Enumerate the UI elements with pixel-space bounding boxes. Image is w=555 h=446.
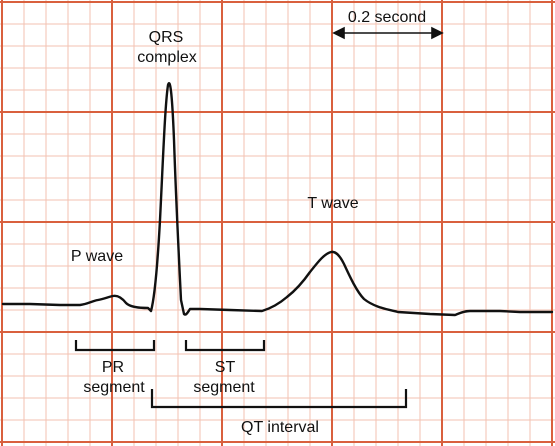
st-label-line2: segment xyxy=(193,379,255,396)
st-label-line1: ST xyxy=(215,359,236,376)
pr-label-line2: segment xyxy=(83,379,145,396)
pr-label-line1: PR xyxy=(102,359,124,376)
qt-interval-bracket xyxy=(150,389,408,409)
scale-arrow xyxy=(332,26,444,40)
qrs-label-line1: QRS xyxy=(149,29,184,46)
st-segment-bracket xyxy=(184,340,266,352)
ecg-trace xyxy=(1,82,554,317)
scale-label: 0.2 second xyxy=(348,9,426,26)
pr-segment-bracket xyxy=(74,340,156,352)
t-wave-label: T wave xyxy=(307,195,358,212)
qrs-label-line2: complex xyxy=(137,49,197,66)
qt-interval-label: QT interval xyxy=(241,419,319,436)
p-wave-label: P wave xyxy=(71,248,123,265)
